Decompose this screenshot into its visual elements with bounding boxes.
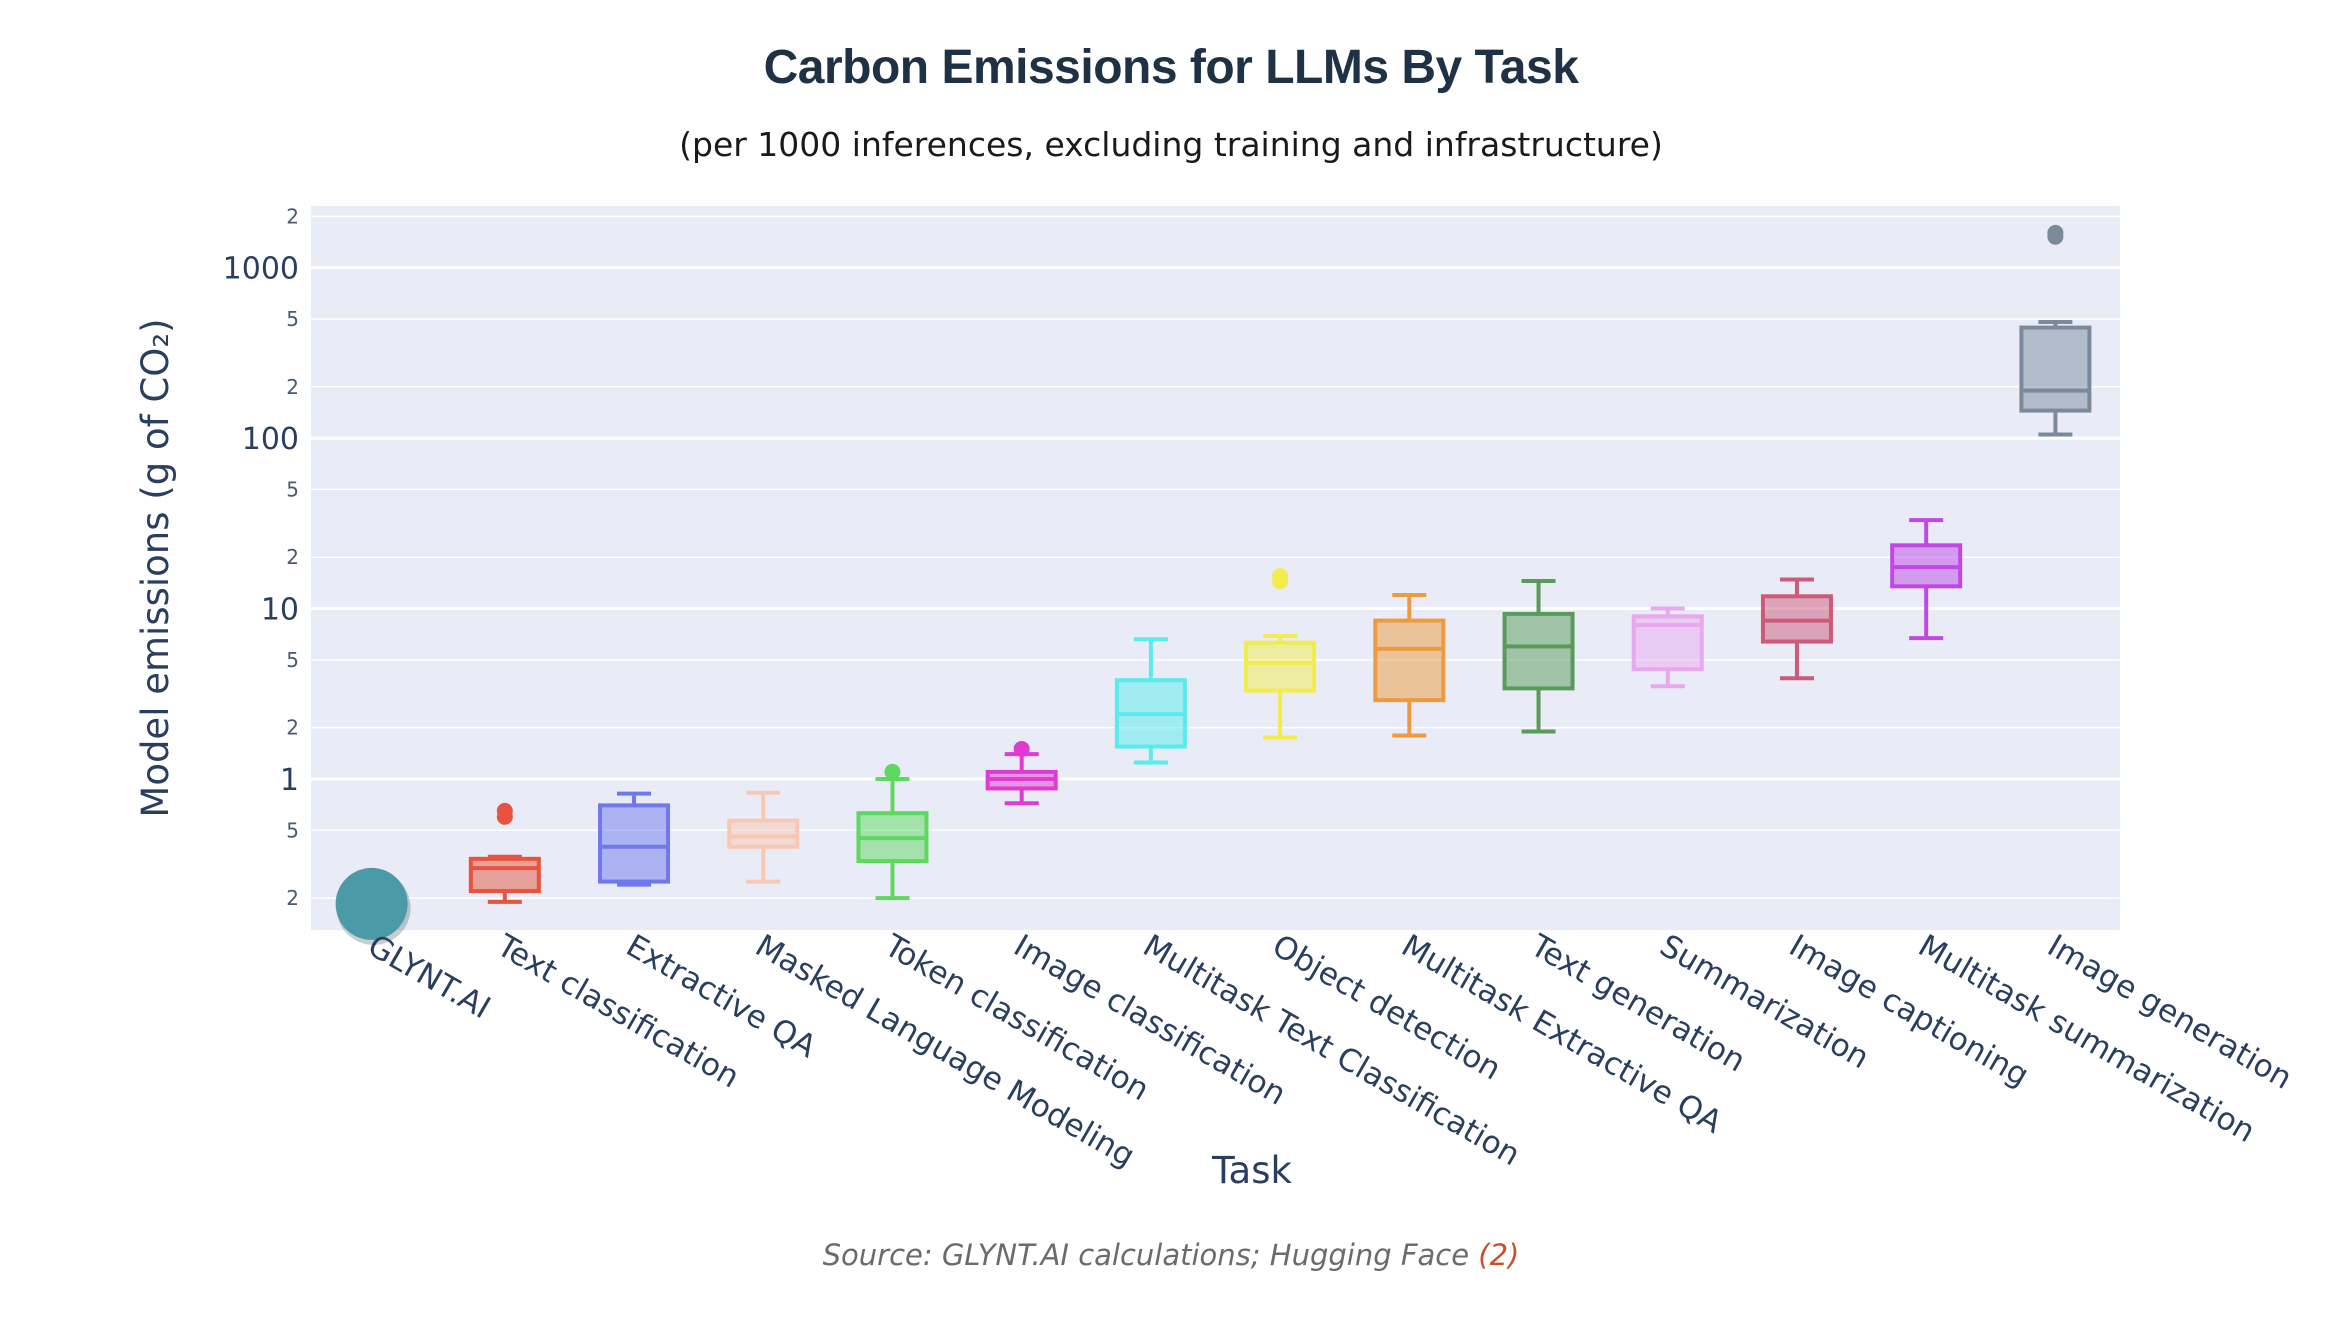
y-tick-label-minor: 5 [286, 648, 299, 672]
box-iqr [1502, 611, 1575, 691]
y-tick-label-major: 1 [280, 763, 299, 798]
source-note: Source: GLYNT.AI calculations; Hugging F… [0, 1238, 2342, 1272]
y-tick-label-minor: 2 [286, 375, 299, 399]
x-axis-label: Task [1211, 1149, 1292, 1192]
box-iqr [727, 818, 800, 849]
box-group [1114, 637, 1187, 765]
y-tick-label-minor: 5 [286, 307, 299, 331]
box-iqr [2019, 325, 2092, 413]
box-group [1890, 518, 1963, 641]
box-group [598, 791, 671, 887]
plot-area [311, 206, 2120, 930]
source-reference-link[interactable]: (2) [1478, 1238, 1520, 1272]
box-group [468, 802, 541, 904]
box-group [1502, 579, 1575, 734]
y-axis-label: Model emissions (g of CO₂) [134, 318, 177, 817]
box-group [1631, 606, 1704, 689]
y-tick-label-major: 100 [242, 422, 299, 457]
chart-subtitle: (per 1000 inferences, excluding training… [679, 125, 1663, 164]
x-tick-label: Image captioning [1783, 928, 2035, 1094]
box-series [335, 224, 2092, 945]
glynt-point [335, 867, 408, 940]
box-iqr [468, 856, 541, 894]
outlier-point [496, 802, 513, 819]
y-axis-ticks: 1 10 100 1000 2 5 2 5 2 5 2 5 2 [223, 204, 299, 910]
outlier-point [1272, 568, 1289, 585]
y-tick-label-major: 1000 [223, 252, 299, 287]
y-tick-label-minor: 2 [286, 545, 299, 569]
y-tick-label-minor: 2 [286, 886, 299, 910]
outlier-point [884, 763, 901, 780]
outlier-point [1013, 740, 1030, 757]
box-group [1244, 568, 1317, 740]
y-tick-label-minor: 2 [286, 204, 299, 228]
outlier-point [2047, 224, 2064, 241]
box-iqr [1244, 640, 1317, 693]
y-tick-label-major: 10 [261, 593, 299, 628]
box-iqr [598, 803, 671, 884]
y-tick-label-minor: 2 [286, 716, 299, 740]
box-group [2019, 224, 2092, 437]
x-tick-label: Text classification [490, 927, 745, 1095]
x-tick-label: Summarization [1654, 928, 1875, 1077]
source-text: Source: GLYNT.AI calculations; Hugging F… [822, 1238, 1479, 1272]
box-group [985, 740, 1058, 806]
x-tick-label: GLYNT.AI [362, 928, 497, 1027]
box-group [1373, 593, 1446, 738]
y-tick-label-minor: 5 [286, 477, 299, 501]
box-group [727, 790, 800, 884]
y-tick-label-minor: 5 [286, 818, 299, 842]
box-group [856, 763, 929, 901]
box-group [1760, 577, 1833, 681]
chart-title: Carbon Emissions for LLMs By Task [763, 41, 1579, 94]
box-iqr [1373, 618, 1446, 703]
